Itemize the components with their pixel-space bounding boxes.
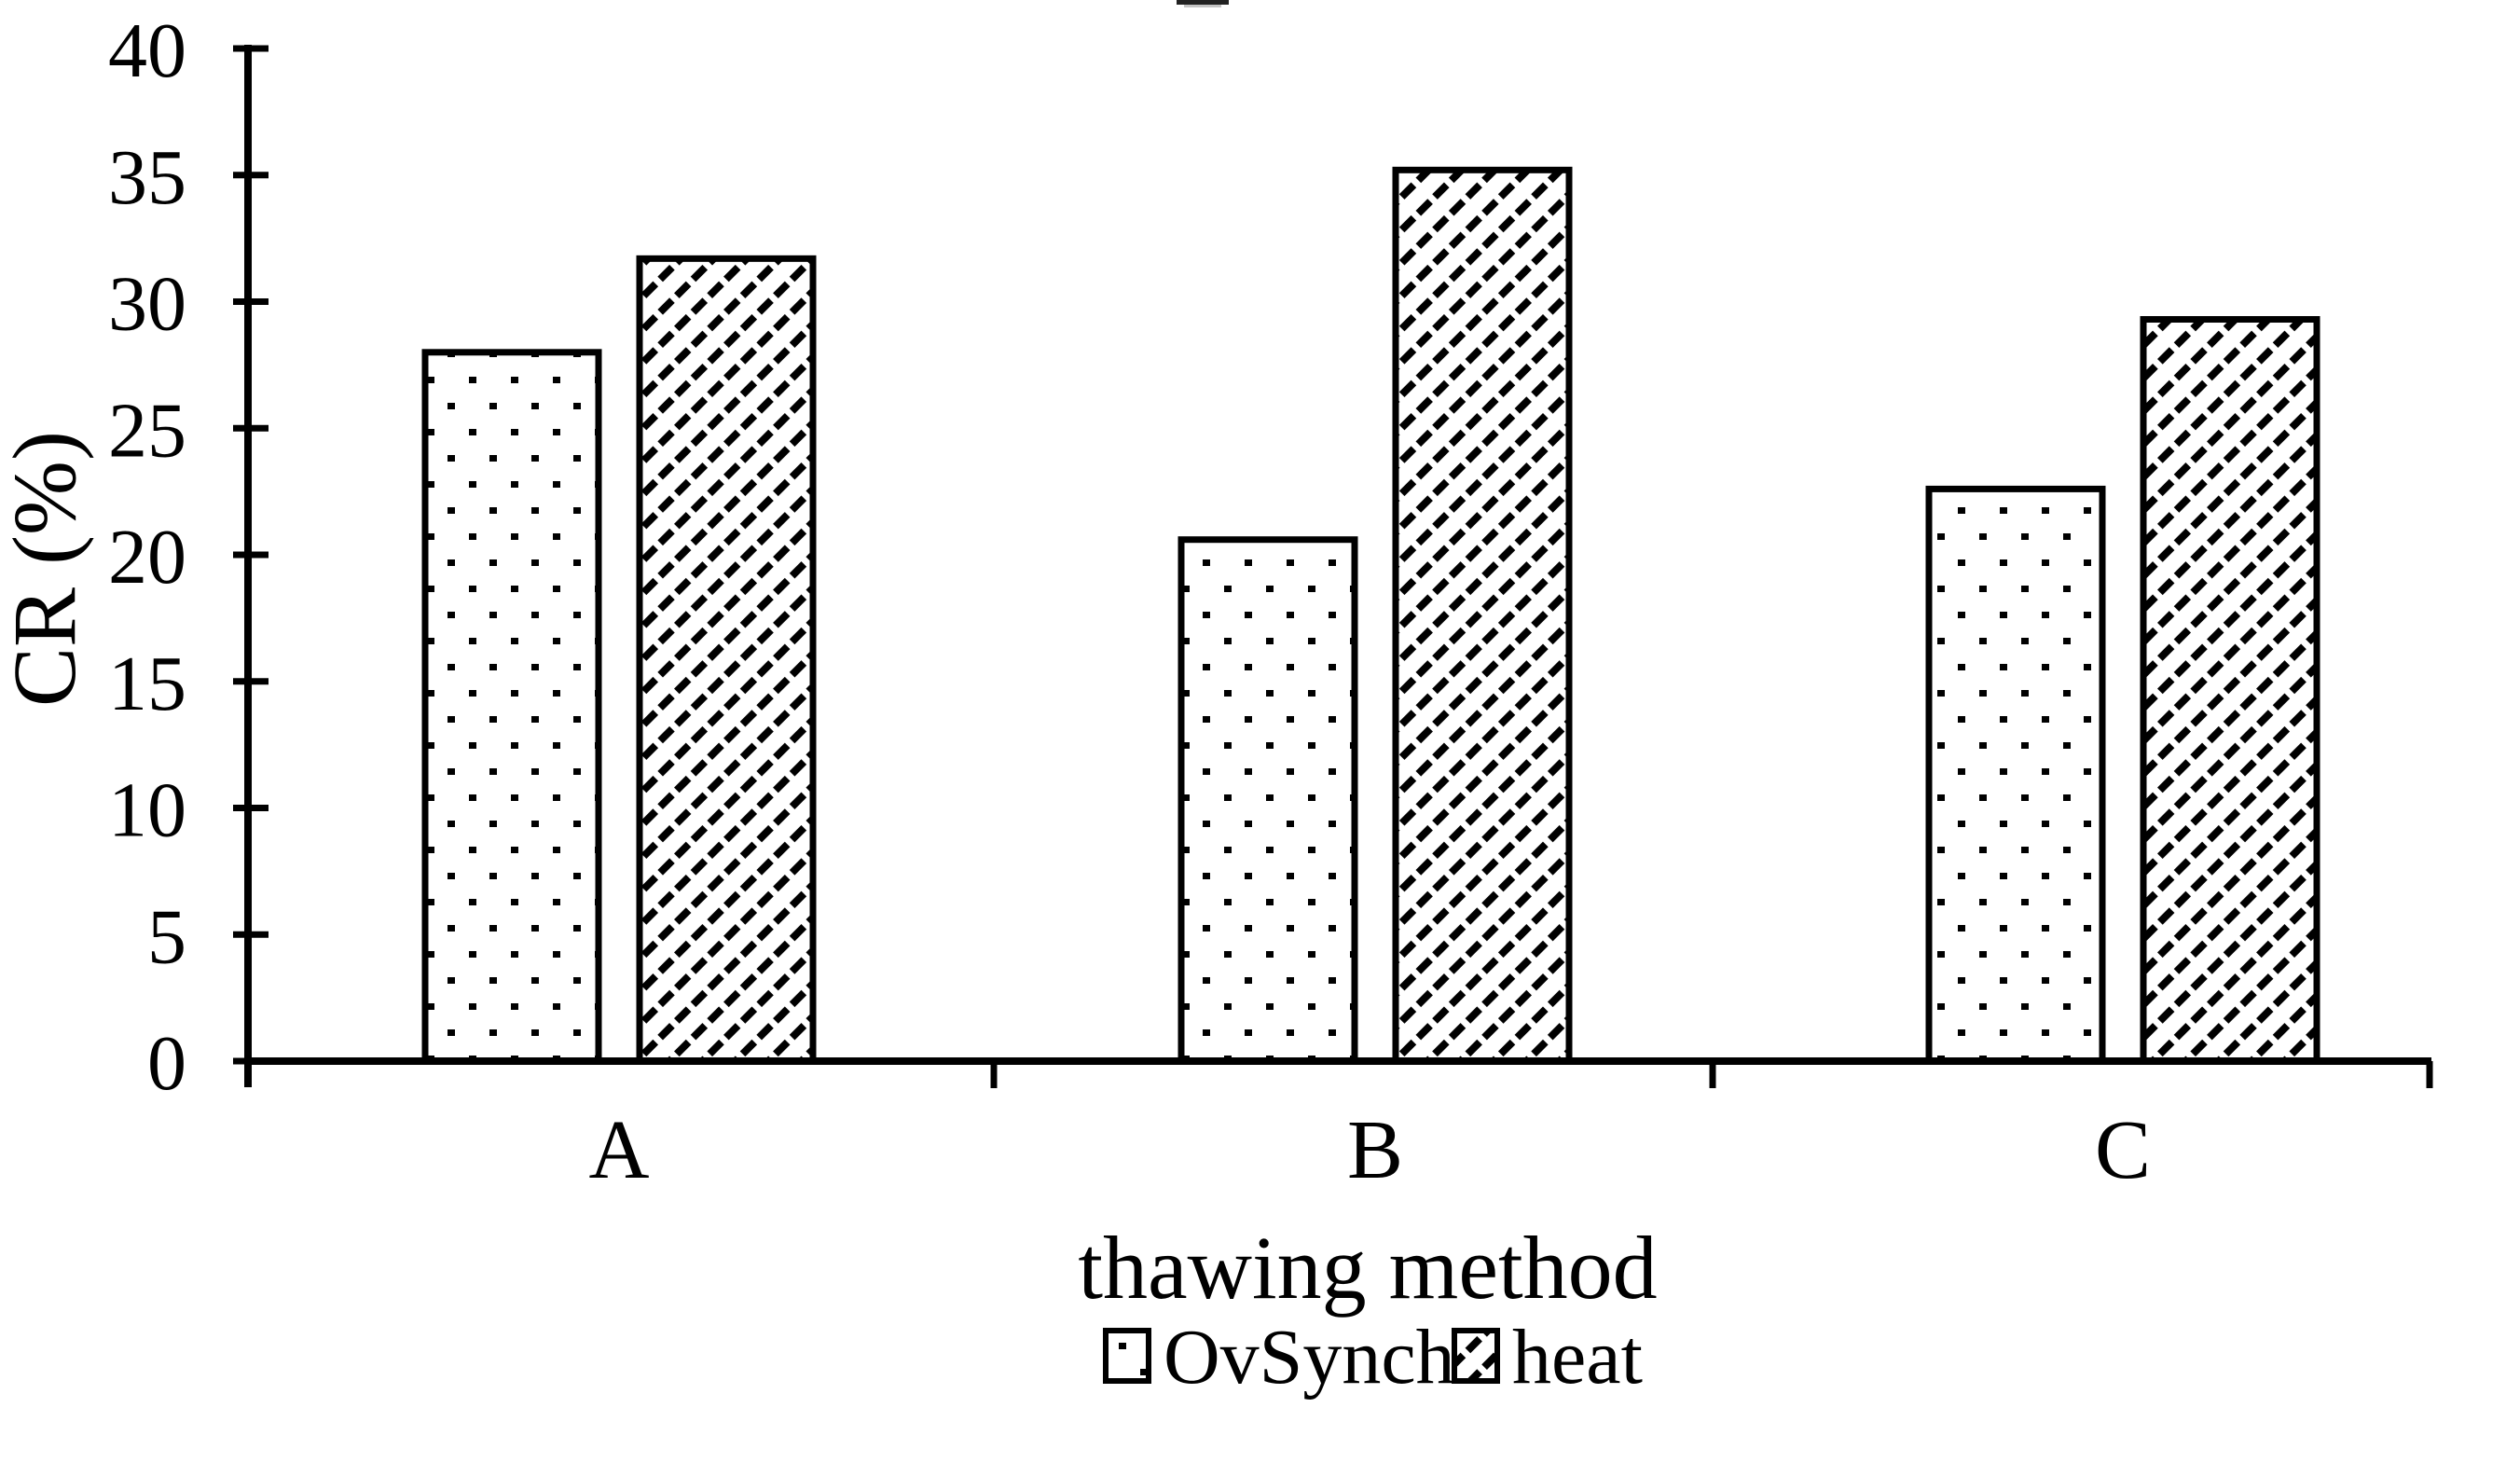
category-labels: A B C: [589, 1104, 2152, 1196]
legend: OvSynch heat: [1103, 1314, 1643, 1401]
bar-heat-C: [2140, 316, 2320, 1065]
legend-marker-ovsynch: [1103, 1328, 1151, 1384]
cropped-title-artifact: [1177, 0, 1229, 7]
bar-heat-B: [1392, 166, 1573, 1065]
bar-ovsynch-A: [421, 349, 602, 1065]
bar-ovsynch-B: [1177, 536, 1358, 1065]
y-tick-label-25: 25: [108, 387, 186, 474]
y-tick-label-10: 10: [108, 767, 186, 854]
y-tick-label-20: 20: [108, 514, 186, 600]
bars-group: [421, 166, 2320, 1065]
y-axis-ticks: 0 5 10 15 20 25 30 35 40: [108, 7, 269, 1107]
y-axis-title: CR (%): [0, 431, 94, 707]
legend-marker-heat: [1452, 1328, 1500, 1384]
category-label-B: B: [1347, 1104, 1403, 1196]
bar-heat-A: [636, 255, 817, 1065]
category-label-A: A: [589, 1104, 650, 1196]
x-axis-title: thawing method: [1078, 1218, 1657, 1318]
category-label-C: C: [2095, 1104, 2151, 1196]
y-tick-label-35: 35: [108, 134, 186, 221]
y-tick-label-40: 40: [108, 7, 186, 94]
y-tick-label-5: 5: [147, 893, 186, 980]
y-tick-label-0: 0: [147, 1020, 186, 1107]
y-tick-label-30: 30: [108, 261, 186, 348]
y-tick-label-15: 15: [108, 641, 186, 727]
legend-label-heat: heat: [1512, 1314, 1643, 1401]
bar-ovsynch-C: [1925, 485, 2106, 1065]
x-axis-boundary-ticks: [990, 1061, 2433, 1088]
legend-label-ovsynch: OvSynch: [1164, 1314, 1455, 1401]
